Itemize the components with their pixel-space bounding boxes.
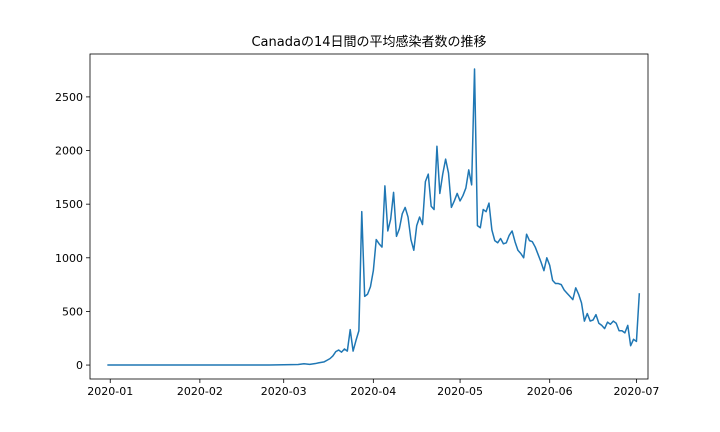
y-tick-label-5: 2500 bbox=[55, 91, 83, 104]
x-tick-label-0: 2020-01 bbox=[87, 385, 133, 398]
x-tick-label-4: 2020-05 bbox=[437, 385, 483, 398]
y-tick-label-2: 1000 bbox=[55, 252, 83, 265]
chart-title: Canadaの14日間の平均感染者数の推移 bbox=[251, 34, 486, 50]
plot-frame bbox=[89, 53, 649, 380]
x-tick-label-6: 2020-07 bbox=[613, 385, 659, 398]
series-layer bbox=[107, 68, 641, 366]
y-tick-label-1: 500 bbox=[62, 305, 83, 318]
x-tick-label-1: 2020-02 bbox=[177, 385, 223, 398]
y-tick-label-4: 2000 bbox=[55, 145, 83, 158]
series-line-0 bbox=[107, 68, 641, 366]
y-tick-label-0: 0 bbox=[76, 359, 83, 372]
x-tick-label-5: 2020-06 bbox=[527, 385, 573, 398]
y-tick-label-3: 1500 bbox=[55, 198, 83, 211]
x-tick-label-2: 2020-03 bbox=[261, 385, 307, 398]
axes-layer: 2020-01 2020-02 2020-03 2020-04 2020-05 2020-… bbox=[55, 53, 659, 398]
x-tick-label-3: 2020-04 bbox=[350, 385, 396, 398]
